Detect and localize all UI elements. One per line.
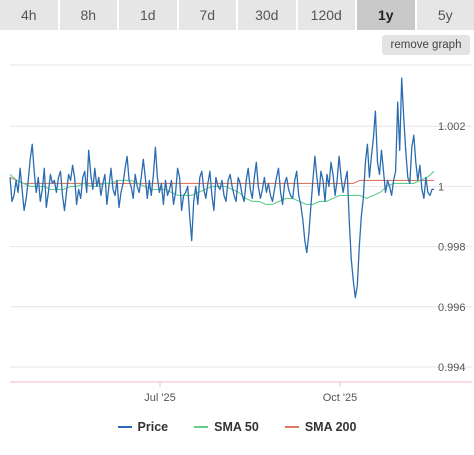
series-line-price [9,77,434,299]
legend-label-sma-50: SMA 50 [214,420,259,434]
legend-swatch-sma-50 [194,426,209,428]
tab-5y[interactable]: 5y [416,0,474,30]
timeframe-tabs: 4h 8h 1d 7d 30d 120d 1y 5y [0,0,474,30]
y-tick-label-3: 1 [438,181,444,193]
x-tick-label-1: Oct '25 [323,392,358,404]
y-tick-label-2: 0.998 [438,242,466,254]
series-line-sma-50 [9,170,435,205]
tab-7d[interactable]: 7d [178,0,236,30]
legend-swatch-sma-200 [284,426,299,428]
y-tick-label-4: 1.002 [438,121,466,133]
y-tick-label-0: 0.994 [438,362,466,374]
tab-120d[interactable]: 120d [297,0,355,30]
y-tick-label-1: 0.996 [438,302,466,314]
tab-8h[interactable]: 8h [59,0,117,30]
tab-1y[interactable]: 1y [357,0,415,30]
legend-label-sma-200: SMA 200 [304,420,357,434]
legend-item-sma-50[interactable]: SMA 50 [194,420,259,434]
x-tick-label-0: Jul '25 [144,392,175,404]
legend-item-sma-200[interactable]: SMA 200 [284,420,357,434]
tab-1d[interactable]: 1d [119,0,177,30]
legend-item-price[interactable]: Price [117,420,169,434]
legend-swatch-price [117,426,132,428]
chart-legend: Price SMA 50 SMA 200 [0,420,474,434]
tab-4h[interactable]: 4h [0,0,58,30]
legend-label-price: Price [137,420,169,434]
tab-30d[interactable]: 30d [238,0,296,30]
remove-graph-button[interactable]: remove graph [382,35,470,55]
